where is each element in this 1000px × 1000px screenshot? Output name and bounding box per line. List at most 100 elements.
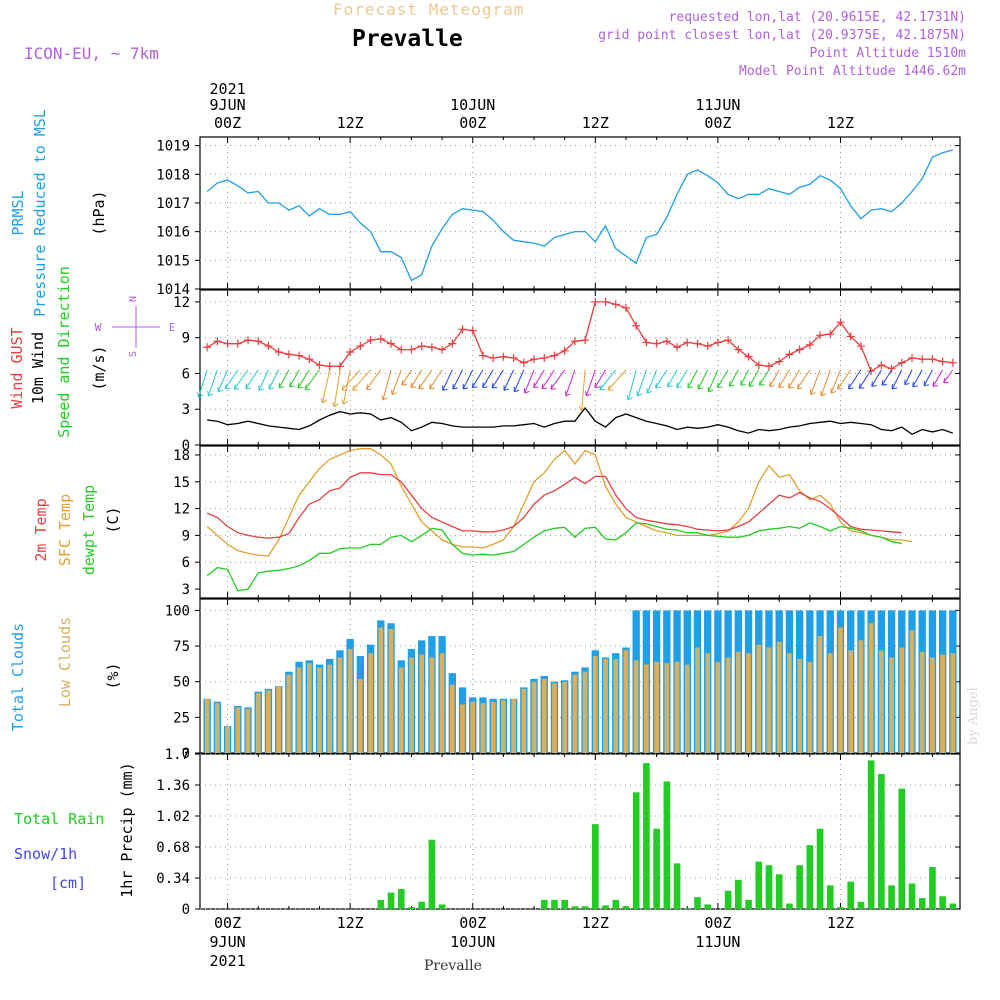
top-hour-label: 00Z: [214, 114, 241, 132]
precip-bar: [428, 839, 436, 909]
gust-marker: [856, 342, 865, 351]
wind-arrow-head: [289, 381, 295, 388]
wind-arrow-head: [626, 395, 633, 401]
compass-w: W: [95, 321, 102, 334]
wind-arrow: [418, 369, 433, 390]
wind-arrow: [462, 369, 474, 390]
wind-arrow-head: [599, 384, 605, 391]
precip-bar: [632, 792, 640, 909]
y-tick-label: 3: [182, 402, 190, 418]
gust-marker: [836, 318, 845, 327]
gust-marker: [509, 353, 518, 362]
wind-arrow-head: [365, 384, 372, 390]
sfc-temp-line: [206, 448, 913, 557]
wind-arrow: [667, 369, 678, 387]
low-cloud-bar: [235, 707, 241, 753]
wind-arrow: [607, 369, 627, 391]
precip-bar: [581, 906, 589, 909]
wind-arrow-head: [297, 382, 304, 389]
gust-marker: [478, 351, 487, 360]
panel-frame-temp: [199, 445, 961, 599]
wind-unit-label: (m/s): [90, 345, 108, 390]
wind-arrow-head: [858, 383, 865, 389]
wind-arrow-head: [769, 381, 775, 387]
temp-2m-label: 2m Temp: [32, 498, 50, 561]
wind-arrow: [646, 369, 658, 394]
precip-axis-label: 1hr Precip (mm): [118, 762, 136, 897]
wind-arrow-head: [513, 386, 520, 393]
precip-bar: [673, 863, 681, 909]
wind-arrow: [224, 369, 239, 389]
low-cloud-bar: [674, 661, 680, 753]
wind-arrow-head: [482, 382, 488, 389]
low-cloud-bar: [562, 681, 568, 753]
pressure-line: [206, 149, 953, 282]
precip-bar: [643, 763, 650, 909]
wind-arrow: [452, 369, 463, 390]
bottom-hour-label: 12Z: [337, 914, 364, 932]
gust-marker: [601, 297, 610, 306]
gust-marker: [376, 334, 385, 343]
gust-marker: [775, 357, 784, 366]
top-hour-label: 00Z: [459, 114, 486, 132]
wind-arrow: [365, 369, 382, 390]
wind-arrow: [391, 369, 402, 395]
wind-arrow-head: [676, 382, 682, 389]
low-cloud-bar: [827, 653, 833, 753]
wind-arrow: [585, 369, 596, 397]
wind-arrow-head: [932, 381, 939, 387]
low-cloud-bar: [950, 653, 956, 753]
low-cloud-bar: [817, 636, 823, 753]
wind-arrow: [333, 369, 341, 407]
wind-arrow: [342, 369, 351, 405]
gust-marker: [458, 325, 467, 334]
gust-marker: [489, 353, 498, 362]
wind-arrow-head: [655, 382, 661, 389]
precip-bar: [571, 906, 579, 909]
precip-bar: [377, 899, 385, 909]
wind-arrow: [787, 369, 801, 389]
wind-arrow-head: [258, 385, 264, 391]
wind-arrow: [341, 369, 361, 391]
temp-dewpt-label: dewpt Temp: [80, 485, 98, 575]
gust-marker: [223, 339, 232, 348]
low-cloud-bar: [429, 657, 435, 753]
gust-marker: [805, 340, 814, 349]
low-cloud-bar: [306, 663, 312, 753]
gust-marker: [244, 336, 253, 345]
wind-arrow: [707, 369, 719, 392]
precip-bar: [622, 906, 630, 909]
wind-arrow-head: [550, 384, 556, 390]
y-tick-label: 0.68: [156, 840, 190, 856]
gust-marker: [560, 346, 569, 355]
wind-arrow-head: [820, 390, 827, 397]
gust-marker: [356, 342, 365, 351]
wind-arrow-head: [233, 384, 240, 390]
bottom-date-label: 11JUN: [695, 933, 740, 951]
low-cloud-bar: [654, 661, 659, 753]
gust-marker: [203, 343, 212, 352]
low-cloud-bar: [695, 647, 700, 753]
wind-arrow: [289, 369, 300, 387]
point-altitude: Point Altitude 1510m: [809, 46, 966, 61]
wind-arrow: [923, 369, 933, 386]
precip-bar: [888, 885, 895, 909]
wind-10m-label: 10m Wind: [29, 332, 47, 404]
low-cloud-bar: [858, 640, 864, 753]
dewpt-line: [206, 522, 902, 592]
top-date-label: 9JUN: [210, 96, 246, 114]
wind-arrow: [382, 369, 392, 401]
gust-marker: [550, 351, 559, 360]
low-cloud-bar: [766, 647, 772, 753]
gust-marker: [335, 362, 344, 371]
precip-bar: [408, 907, 415, 909]
gust-marker: [448, 339, 457, 348]
y-tick-label: 6: [182, 555, 190, 571]
gridpoint-coords: grid point closest lon,lat (20.9375E, 42…: [598, 28, 966, 43]
wind-arrow-head: [717, 382, 723, 389]
wind-arrow-head: [809, 389, 816, 395]
wind-arrow: [717, 369, 729, 388]
gust-marker: [530, 355, 539, 364]
wind-arrow-head: [418, 383, 424, 390]
low-cloud-bar: [347, 648, 353, 753]
